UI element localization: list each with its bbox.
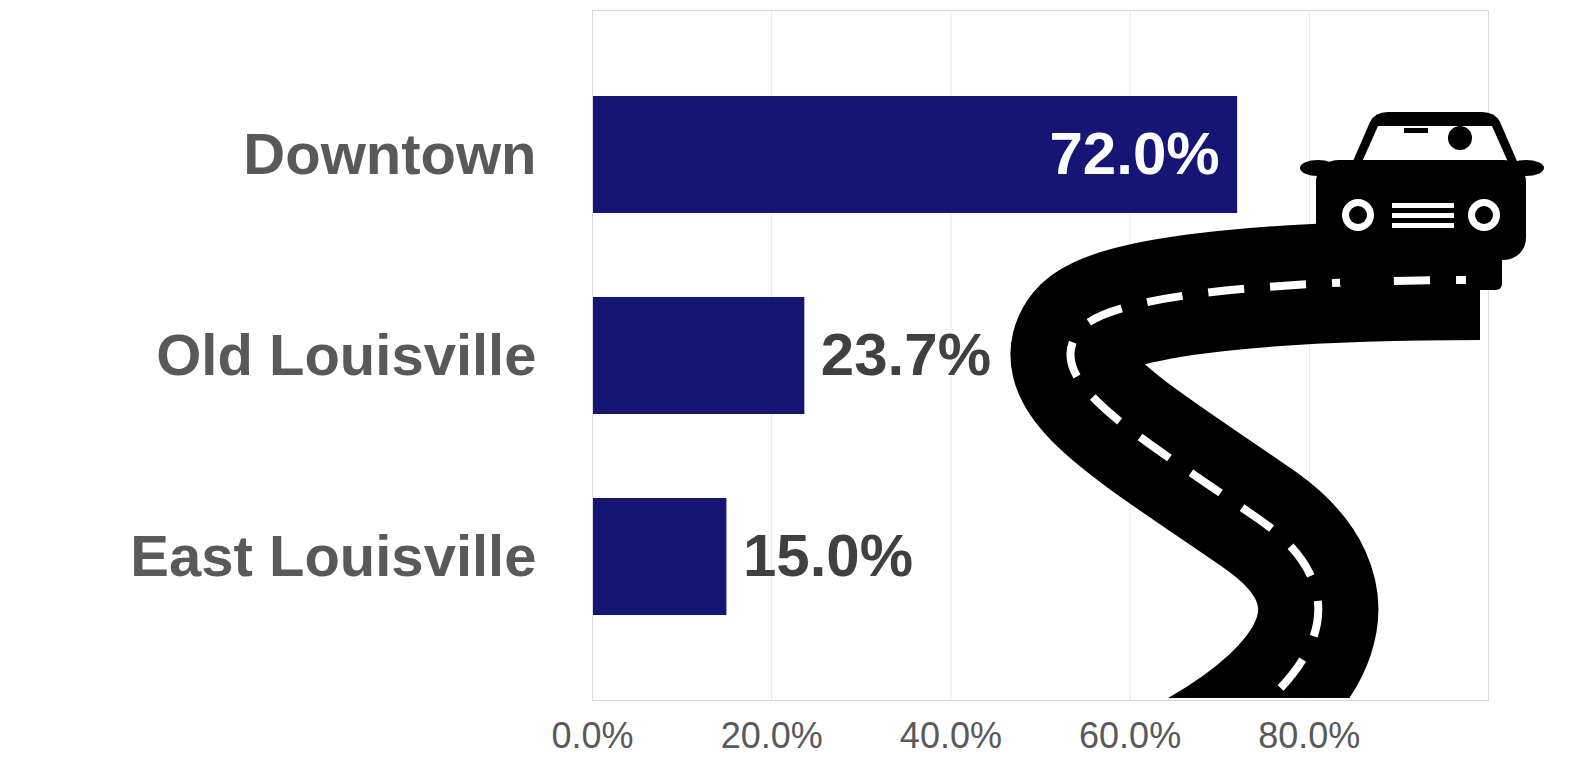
svg-text:60.0%: 60.0%	[1079, 715, 1181, 756]
svg-text:0.0%: 0.0%	[551, 715, 633, 756]
svg-text:15.0%: 15.0%	[743, 522, 913, 589]
svg-text:72.0%: 72.0%	[1049, 120, 1219, 187]
svg-text:20.0%: 20.0%	[721, 715, 823, 756]
svg-text:40.0%: 40.0%	[900, 715, 1002, 756]
svg-text:80.0%: 80.0%	[1258, 715, 1360, 756]
svg-text:East Louisville: East Louisville	[130, 523, 536, 588]
svg-text:23.7%: 23.7%	[821, 321, 991, 388]
svg-text:Downtown: Downtown	[243, 121, 536, 186]
svg-text:Old Louisville: Old Louisville	[156, 322, 536, 387]
